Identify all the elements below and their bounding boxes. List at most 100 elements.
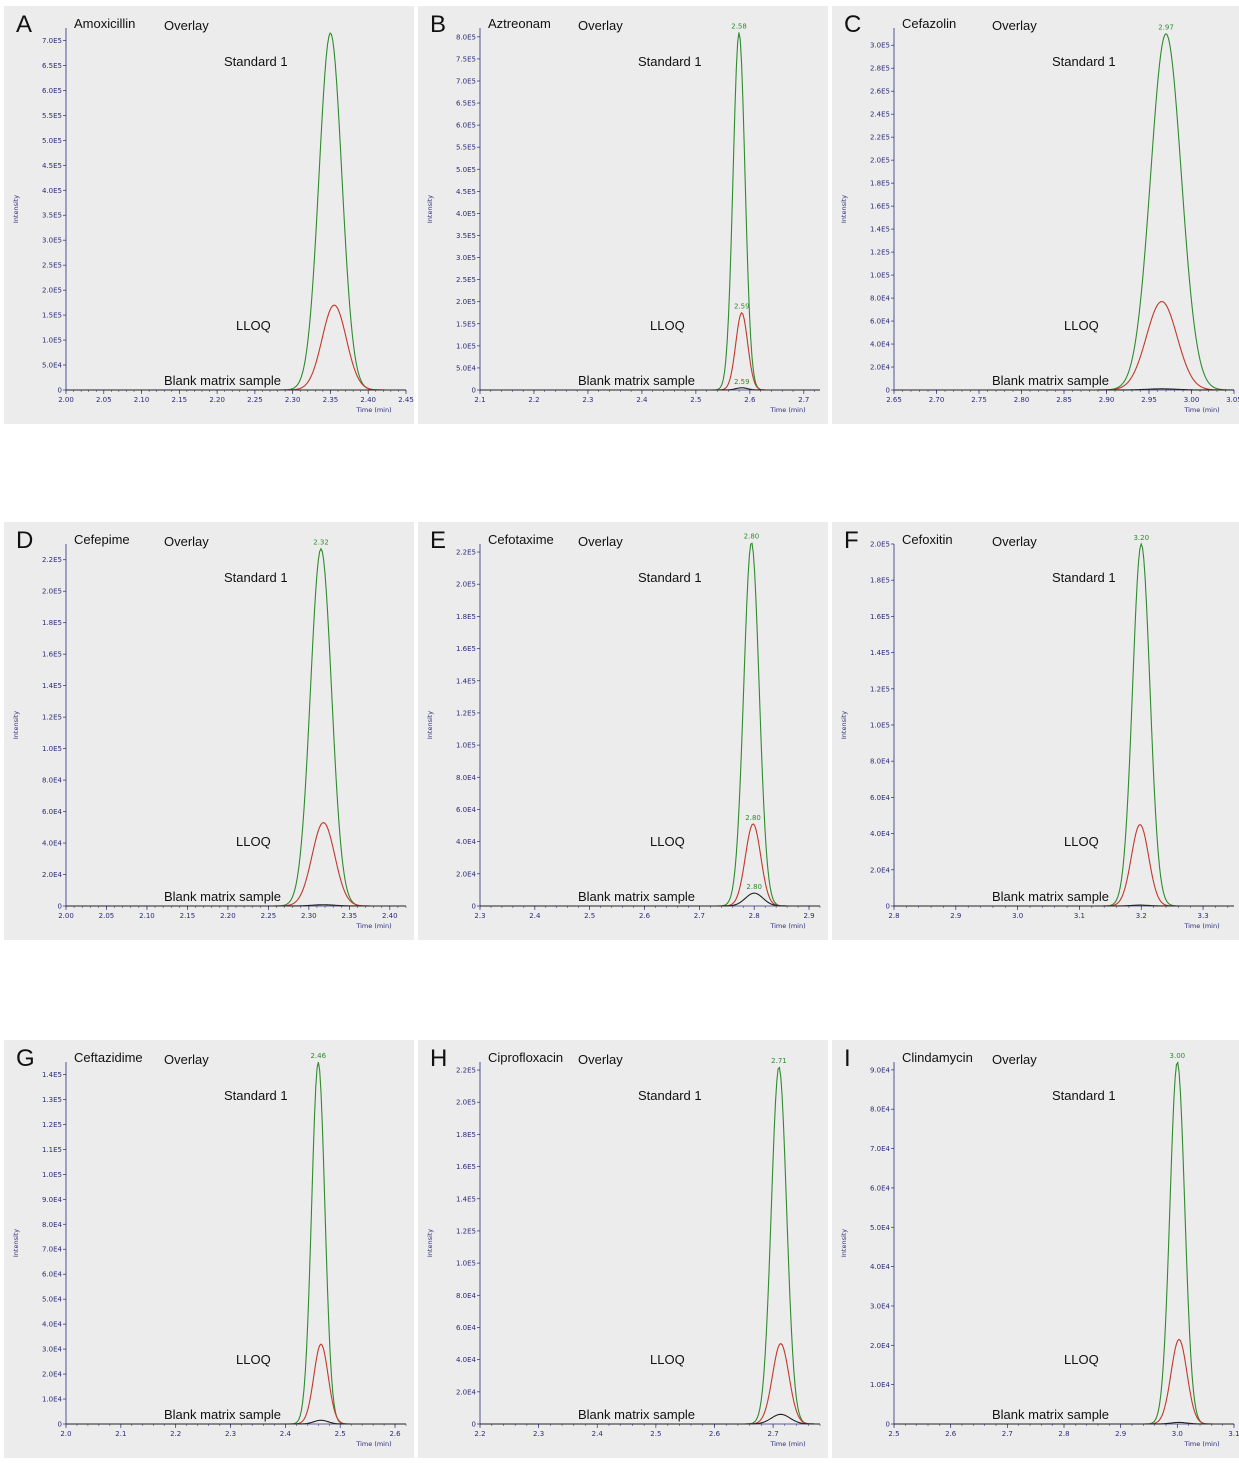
compound-name: Ciprofloxacin (488, 1050, 563, 1065)
panel-letter: A (16, 11, 32, 38)
x-axis-title: Time (min) (1183, 406, 1219, 414)
y-tick-label: 9.0E4 (42, 1196, 63, 1204)
y-tick-label: 3.0E4 (870, 1302, 891, 1310)
plot-background (418, 1040, 828, 1458)
plot-background (4, 1040, 414, 1458)
x-tick-label: 2.5 (335, 1430, 346, 1438)
y-tick-label: 5.0E5 (42, 137, 62, 145)
x-tick-label: 2.70 (929, 396, 945, 404)
series-annotation-lloq: LLOQ (236, 834, 271, 849)
y-tick-label: 2.2E5 (42, 556, 62, 564)
x-tick-label: 3.2 (1136, 912, 1147, 920)
x-tick-label: 2.9 (803, 912, 814, 920)
series-annotation-lloq: LLOQ (1064, 318, 1099, 333)
series-annotation-lloq: LLOQ (1064, 1352, 1099, 1367)
y-tick-label: 1.2E5 (456, 1227, 476, 1235)
x-tick-label: 2.9 (1115, 1430, 1126, 1438)
y-tick-label: 5.0E4 (42, 362, 63, 370)
x-tick-label: 2.30 (301, 912, 317, 920)
y-tick-label: 1.0E5 (456, 742, 476, 750)
peak-retention-label: 3.00 (1170, 1052, 1186, 1060)
y-tick-label: 7.0E5 (42, 37, 62, 45)
chromatogram-panel-f: 0 2.0E4 4.0E4 6.0E4 8.0E4 1.0E5 1.2E5 1.4E5 1.6E… (832, 522, 1239, 940)
y-tick-label: 0 (886, 387, 890, 395)
y-tick-label: 6.5E5 (42, 62, 62, 70)
y-tick-label: 3.0E5 (42, 237, 62, 245)
x-tick-label: 2.45 (398, 396, 414, 404)
y-tick-label: 6.0E4 (870, 318, 891, 326)
y-tick-label: 1.6E5 (870, 203, 890, 211)
y-tick-label: 1.6E5 (456, 1163, 476, 1171)
plot-background (832, 1040, 1239, 1458)
compound-name: Cefotaxime (488, 532, 554, 547)
chromatogram-panel-a: 0 5.0E4 1.0E5 1.5E5 2.0E5 2.5E5 3.0E5 3.5E5 4.0E… (4, 6, 414, 424)
x-axis-title: Time (min) (355, 406, 391, 414)
y-tick-label: 1.0E5 (870, 272, 890, 280)
y-tick-label: 2.4E5 (870, 111, 890, 119)
y-axis-title: Intensity (12, 195, 20, 223)
series-line-blank-matrix-sample (480, 1413, 820, 1425)
x-tick-label: 2.30 (285, 396, 301, 404)
y-tick-label: 1.8E5 (42, 619, 62, 627)
peak-retention-label: 2.71 (771, 1057, 787, 1065)
plot-background (832, 522, 1239, 940)
panel-letter: I (844, 1045, 851, 1072)
y-tick-label: 8.0E4 (870, 758, 891, 766)
x-tick-label: 2.0 (60, 1430, 71, 1438)
x-tick-label: 2.6 (389, 1430, 401, 1438)
x-tick-label: 3.0 (1172, 1430, 1183, 1438)
x-tick-label: 2.4 (280, 1430, 292, 1438)
y-tick-label: 4.0E4 (870, 1263, 891, 1271)
x-tick-label: 2.5 (584, 912, 595, 920)
series-annotation-blank-matrix-sample: Blank matrix sample (578, 1407, 695, 1422)
x-tick-label: 2.75 (971, 396, 987, 404)
y-tick-label: 2.5E5 (42, 262, 62, 270)
y-tick-label: 2.2E5 (456, 1067, 476, 1075)
y-tick-label: 4.0E4 (870, 341, 891, 349)
y-tick-label: 1.5E5 (456, 320, 476, 328)
series-annotation-lloq: LLOQ (650, 318, 685, 333)
series-annotation-blank-matrix-sample: Blank matrix sample (164, 373, 281, 388)
y-tick-label: 5.5E5 (456, 144, 476, 152)
y-tick-label: 6.0E4 (456, 1324, 477, 1332)
series-annotation-blank-matrix-sample: Blank matrix sample (578, 889, 695, 904)
y-tick-label: 2.8E5 (870, 65, 890, 73)
y-axis-title: Intensity (12, 1229, 20, 1257)
x-axis-title: Time (min) (1183, 922, 1219, 930)
x-tick-label: 3.0 (1012, 912, 1023, 920)
series-line-blank-matrix-sample (66, 1419, 406, 1425)
y-tick-label: 2.0E4 (870, 866, 891, 874)
chromatogram-panel-g: 0 1.0E4 2.0E4 3.0E4 4.0E4 5.0E4 6.0E4 7.0E4 8.0E… (4, 1040, 414, 1458)
x-tick-label: 2.95 (1141, 396, 1157, 404)
x-tick-label: 2.25 (247, 396, 263, 404)
y-tick-label: 5.0E4 (870, 1224, 891, 1232)
chromatogram-panel-d: 0 2.0E4 4.0E4 6.0E4 8.0E4 1.0E5 1.2E5 1.4E5 1.6E… (4, 522, 414, 940)
x-tick-label: 2.2 (474, 1430, 485, 1438)
y-tick-label: 1.2E5 (870, 685, 890, 693)
peak-retention-label: 2.46 (310, 1052, 326, 1060)
y-tick-label: 4.0E5 (42, 187, 62, 195)
series-line-blank-matrix-sample (480, 387, 820, 391)
series-annotation-standard-1: Standard 1 (224, 1088, 288, 1103)
y-tick-label: 8.0E4 (870, 1106, 891, 1114)
series-annotation-lloq: LLOQ (650, 1352, 685, 1367)
compound-name: Amoxicillin (74, 16, 135, 31)
overlay-label: Overlay (992, 1052, 1037, 1067)
y-tick-label: 1.8E5 (456, 1131, 476, 1139)
x-tick-label: 2.35 (323, 396, 339, 404)
y-tick-label: 0 (472, 387, 476, 395)
x-tick-label: 2.20 (209, 396, 225, 404)
y-tick-label: 6.0E4 (870, 794, 891, 802)
chromatogram-panel-e: 0 2.0E4 4.0E4 6.0E4 8.0E4 1.0E5 1.2E5 1.4E5 1.6E… (418, 522, 828, 940)
y-tick-label: 2.0E5 (42, 287, 62, 295)
panel-letter: D (16, 527, 33, 554)
series-annotation-blank-matrix-sample: Blank matrix sample (578, 373, 695, 388)
chromatogram-svg: 0 2.0E4 4.0E4 6.0E4 8.0E4 1.0E5 1.2E5 1.4E5 1.6E… (418, 522, 828, 940)
chromatogram-svg: 0 2.0E4 4.0E4 6.0E4 8.0E4 1.0E5 1.2E5 1.4E5 1.6E… (418, 1040, 828, 1458)
y-tick-label: 0 (58, 1421, 62, 1429)
y-tick-label: 0 (886, 1421, 890, 1429)
y-tick-label: 8.0E4 (42, 777, 63, 785)
y-tick-label: 4.5E5 (456, 188, 476, 196)
x-tick-label: 2.00 (58, 396, 74, 404)
y-tick-label: 1.1E5 (42, 1146, 62, 1154)
